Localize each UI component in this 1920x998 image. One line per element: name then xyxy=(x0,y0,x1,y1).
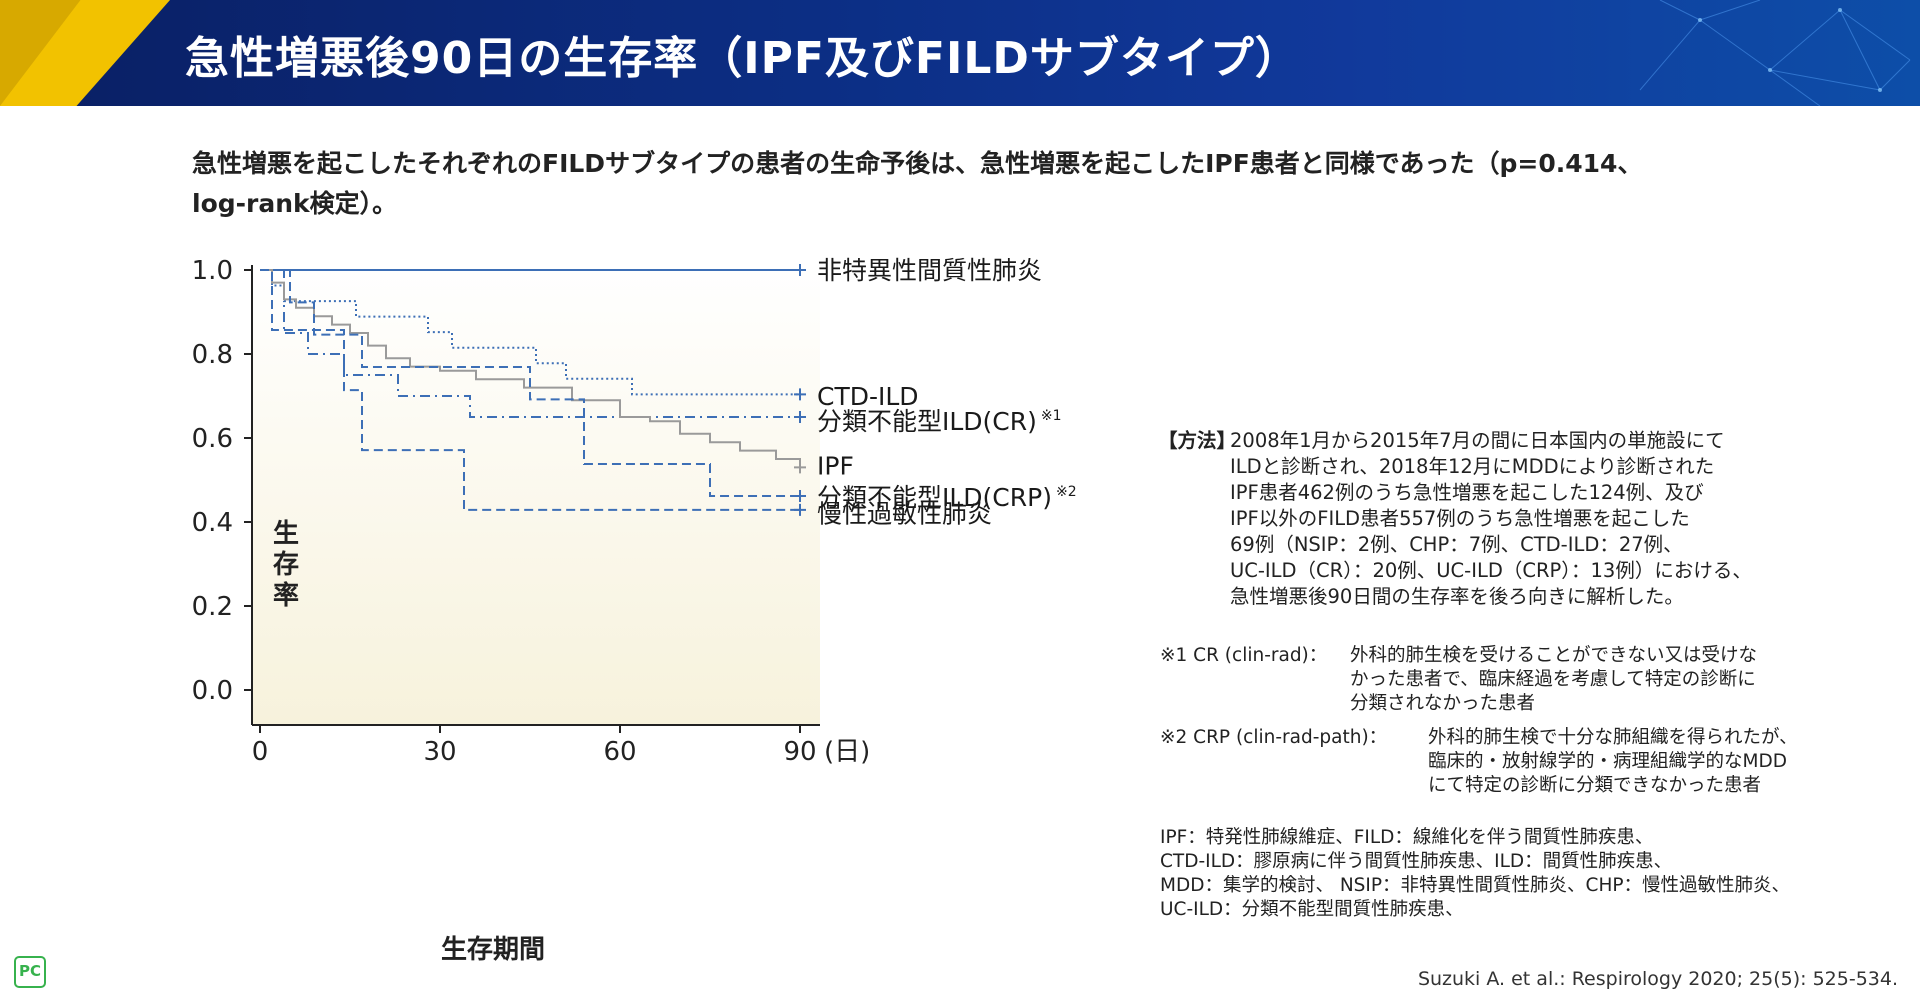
series-0-censor-mark xyxy=(794,264,806,276)
x-ticks: 0 30 60 90 (日) xyxy=(252,725,870,767)
x-tick-label: 90 xyxy=(783,737,816,767)
series-4-line xyxy=(260,269,800,497)
note-cr-text: 外科的肺生検を受けることができない又は受けな かった患者で、臨床経過を考慮して特… xyxy=(1350,645,1758,714)
y-axis-title: 生存率 xyxy=(273,519,299,611)
x-tick-label: 60 xyxy=(603,737,636,767)
series-label-4: 分類不能型ILD(CRP) ※2 xyxy=(817,483,1077,512)
series-5-censor-mark xyxy=(794,503,806,516)
survival-chart: 0.0 0.2 0.4 0.6 0.8 1.0 0 30 60 90 (日) 非特異性間質性肺炎 C… xyxy=(192,256,1077,965)
y-tick-label: 0.8 xyxy=(192,340,233,370)
y-tick-label: 0.0 xyxy=(192,676,233,706)
methods-heading: 【方法】 xyxy=(1158,429,1237,452)
header-banner: 急性増悪後90日の生存率（IPF及びFILDサブタイプ） xyxy=(0,0,1920,106)
lead-text: 急性増悪を起こしたそれぞれのFILDサブタイプの患者の生命予後は、急性増悪を起こ… xyxy=(192,149,1643,218)
note-cr-mark: ※1 CR (clin-rad)： xyxy=(1160,645,1328,666)
x-tick-label: 30 xyxy=(423,737,456,767)
y-ticks: 0.0 0.2 0.4 0.6 0.8 1.0 xyxy=(192,256,252,706)
y-tick-label: 0.4 xyxy=(192,508,233,538)
series-layer xyxy=(260,264,806,516)
series-label-1: CTD-ILD xyxy=(817,382,919,411)
x-axis-title: 生存期間 xyxy=(441,935,545,965)
note-cr: ※1 CR (clin-rad)： 外科的肺生検を受けることができない又は受けな… xyxy=(1160,644,1860,718)
citation: Suzuki A. et al.: Respirology 2020; 25(5… xyxy=(1417,968,1898,990)
y-tick-label: 0.2 xyxy=(192,592,233,622)
series-3-censor-mark xyxy=(794,461,806,474)
series-2-censor-mark xyxy=(794,411,806,423)
series-2-line xyxy=(260,269,800,418)
series-1-line xyxy=(260,269,800,396)
series-label-0: 非特異性間質性肺炎 xyxy=(817,256,1042,285)
series-1-censor-mark xyxy=(794,388,806,401)
x-unit-label: (日) xyxy=(824,737,870,767)
note-crp: ※2 CRP (clin-rad-path)： 外科的肺生検で十分な肺組織を得ら… xyxy=(1160,726,1880,800)
series-label-5: 慢性過敏性肺炎 xyxy=(817,500,992,529)
x-tick-label: 0 xyxy=(252,737,269,767)
series-3-line xyxy=(260,269,801,468)
series-5-line xyxy=(260,269,800,511)
note-crp-mark: ※2 CRP (clin-rad-path)： xyxy=(1160,727,1388,748)
page-title: 急性増悪後90日の生存率（IPF及びFILDサブタイプ） xyxy=(185,33,1300,84)
note-crp-text: 外科的肺生検で十分な肺組織を得られたが、 臨床的・放射線学的・病理組織学的なMD… xyxy=(1428,727,1798,796)
y-tick-label: 0.6 xyxy=(192,424,233,454)
series-label-3: IPF xyxy=(817,451,854,480)
brand-logo: PC xyxy=(14,956,46,988)
series-label-2: 分類不能型ILD(CR) ※1 xyxy=(817,407,1062,436)
header-network-decoration xyxy=(1639,0,1911,106)
series-4-censor-mark xyxy=(794,489,806,502)
methods-text: 2008年1月から2015年7月の間に日本国内の単施設にて ILDと診断され、2… xyxy=(1230,429,1752,608)
y-tick-label: 1.0 xyxy=(192,256,233,286)
abbreviations: IPF：特発性肺線維症、FILD：線維化を伴う間質性肺疾患、 CTD-ILD：膠… xyxy=(1160,827,1791,920)
